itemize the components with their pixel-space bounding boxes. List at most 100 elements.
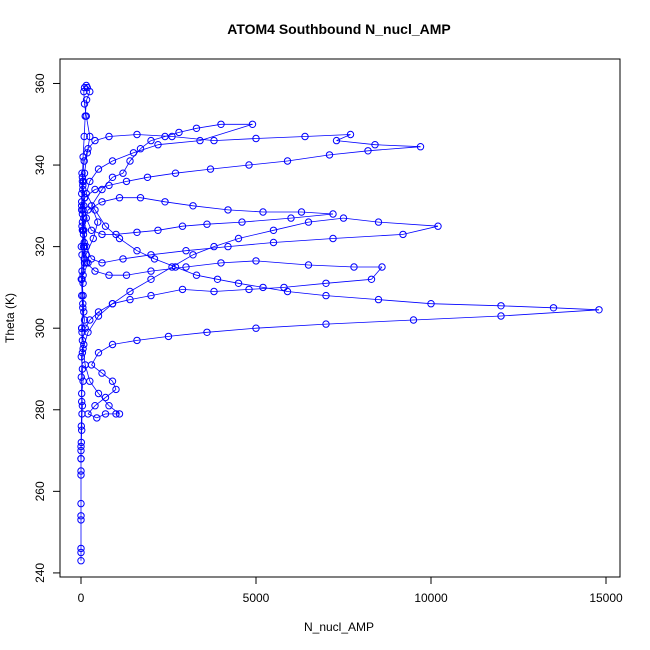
data-point	[350, 263, 358, 271]
data-point	[367, 275, 376, 283]
data-point	[79, 206, 87, 214]
data-point	[234, 234, 243, 243]
data-point	[77, 438, 86, 447]
data-point	[82, 96, 91, 104]
series-segment	[213, 238, 239, 247]
data-point	[280, 283, 288, 292]
series-segment	[140, 140, 152, 150]
data-point	[77, 353, 86, 361]
series-segment	[94, 270, 110, 276]
series-segment	[206, 327, 257, 333]
data-point	[371, 141, 379, 149]
data-point	[78, 189, 86, 198]
data-point	[248, 120, 257, 129]
data-point	[105, 132, 113, 141]
data-point	[329, 210, 337, 218]
data-point	[78, 336, 87, 345]
data-point	[399, 230, 407, 239]
data-point	[91, 136, 99, 145]
data-point	[78, 202, 86, 210]
data-point	[304, 261, 313, 269]
y-tick-label: 260	[33, 481, 47, 501]
data-point	[210, 287, 218, 296]
data-point	[168, 132, 176, 141]
data-point	[101, 393, 110, 402]
data-point	[182, 263, 190, 271]
data-point	[78, 222, 86, 230]
series-segment	[85, 85, 88, 88]
series-segment	[196, 123, 222, 129]
series-segment	[108, 134, 138, 137]
data-point	[91, 267, 99, 275]
series-segment	[105, 389, 117, 398]
data-point	[81, 361, 89, 369]
data-point	[86, 316, 94, 324]
series-segment	[89, 380, 99, 394]
data-point	[119, 169, 127, 177]
data-point	[77, 446, 85, 455]
series-segment	[255, 136, 306, 139]
data-point	[80, 157, 88, 165]
data-point	[94, 308, 103, 316]
data-point	[78, 426, 86, 434]
y-axis: 240 260 280 300 320 340 360	[33, 73, 61, 583]
data-point	[78, 173, 87, 182]
series-segment	[287, 291, 327, 296]
data-point	[416, 143, 425, 151]
series-segment	[157, 140, 201, 146]
data-point	[79, 242, 88, 251]
series-segment	[112, 152, 134, 162]
data-point	[136, 145, 145, 153]
data-point	[434, 222, 442, 230]
data-point	[119, 255, 127, 263]
data-point	[147, 291, 155, 300]
data-point	[80, 316, 89, 324]
series-segment	[86, 91, 91, 100]
series-segment	[500, 305, 554, 309]
data-point	[374, 218, 383, 226]
data-point	[269, 226, 278, 235]
plot-frame	[59, 58, 621, 578]
x-axis: 0 5000 10000 15000	[78, 576, 623, 605]
series-segment	[122, 160, 131, 174]
data-point	[245, 285, 253, 294]
data-point	[112, 410, 120, 418]
data-point	[259, 283, 267, 292]
data-point	[189, 251, 197, 259]
data-point	[252, 134, 260, 143]
data-point	[79, 230, 88, 239]
data-point	[77, 442, 85, 451]
series-segment	[325, 319, 414, 325]
series-segment	[101, 372, 113, 382]
x-tick-label: 10000	[414, 591, 448, 605]
data-point	[108, 157, 117, 165]
series-segment	[82, 368, 84, 382]
data-point	[80, 255, 88, 263]
data-point	[80, 169, 89, 177]
series-segment	[96, 413, 106, 419]
series-segment	[273, 221, 309, 231]
data-point	[77, 455, 85, 463]
data-point	[238, 218, 246, 226]
data-point	[77, 516, 85, 524]
data-point	[595, 306, 603, 314]
y-axis-label: Theta (K)	[3, 293, 17, 343]
data-point	[77, 422, 86, 430]
series-segment	[98, 303, 113, 313]
data-point	[78, 389, 86, 398]
series-segment	[98, 393, 110, 406]
data-point	[252, 257, 260, 265]
series-segment	[241, 217, 292, 223]
series-segment	[112, 172, 124, 178]
data-point	[126, 295, 134, 304]
series-segment	[192, 205, 229, 211]
data-point	[189, 202, 197, 210]
data-point	[77, 471, 85, 479]
series-segment	[150, 136, 166, 141]
data-point	[84, 145, 92, 153]
data-point	[171, 263, 180, 271]
series-segment	[112, 340, 138, 345]
data-point	[374, 295, 383, 304]
series-segment	[367, 146, 421, 152]
series-segment	[336, 140, 376, 146]
